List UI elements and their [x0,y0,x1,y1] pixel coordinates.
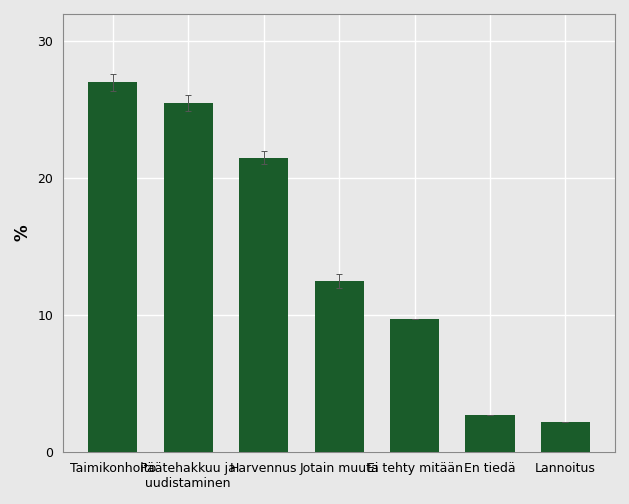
Bar [164,103,213,452]
Bar [314,281,364,452]
Bar [239,158,288,452]
Bar [541,421,590,452]
Y-axis label: %: % [14,224,32,241]
Bar [465,415,515,452]
Bar [88,82,137,452]
Bar [390,319,439,452]
